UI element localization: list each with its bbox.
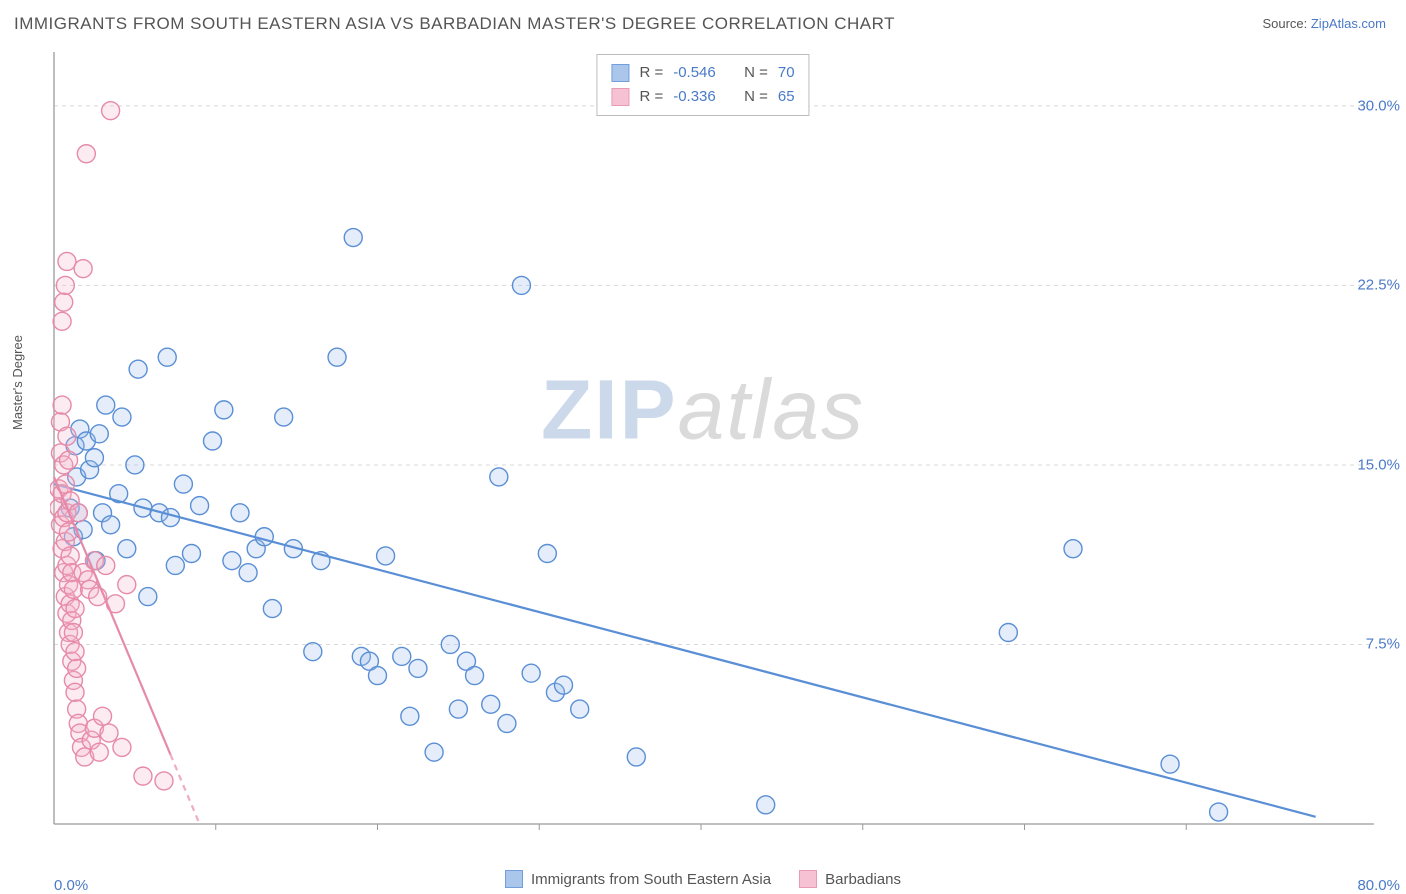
y-tick-label: 15.0% [1357, 456, 1400, 473]
x-axis-min-label: 0.0% [54, 877, 88, 894]
legend-item-series-1: Immigrants from South Eastern Asia [505, 870, 771, 888]
legend-item-series-2: Barbadians [799, 870, 901, 888]
y-axis-label: Master's Degree [10, 335, 25, 430]
swatch-series-2-b [799, 870, 817, 888]
series-legend: Immigrants from South Eastern Asia Barba… [497, 870, 909, 888]
y-tick-label: 7.5% [1366, 636, 1400, 653]
legend-row-series-1: R = -0.546 N = 70 [611, 61, 794, 85]
y-tick-label: 22.5% [1357, 277, 1400, 294]
series-1-name: Immigrants from South Eastern Asia [531, 871, 771, 888]
n-value-series-1: 70 [778, 61, 795, 85]
swatch-series-2 [611, 88, 629, 106]
r-label: R = [639, 61, 663, 85]
swatch-series-1 [611, 64, 629, 82]
n-label: N = [744, 61, 768, 85]
r-value-series-1: -0.546 [673, 61, 716, 85]
r-label: R = [639, 85, 663, 109]
y-tick-label: 30.0% [1357, 97, 1400, 114]
legend-row-series-2: R = -0.336 N = 65 [611, 85, 794, 109]
n-label: N = [744, 85, 768, 109]
n-value-series-2: 65 [778, 85, 795, 109]
x-axis-max-label: 80.0% [1357, 877, 1400, 894]
source-link[interactable]: ZipAtlas.com [1311, 16, 1386, 31]
swatch-series-1-b [505, 870, 523, 888]
source-prefix: Source: [1262, 16, 1310, 31]
chart-title: IMMIGRANTS FROM SOUTH EASTERN ASIA VS BA… [14, 14, 895, 34]
source-credit: Source: ZipAtlas.com [1262, 16, 1386, 31]
scatter-plot-svg [50, 50, 1380, 840]
correlation-legend: R = -0.546 N = 70 R = -0.336 N = 65 [596, 54, 809, 116]
series-2-name: Barbadians [825, 871, 901, 888]
r-value-series-2: -0.336 [673, 85, 716, 109]
